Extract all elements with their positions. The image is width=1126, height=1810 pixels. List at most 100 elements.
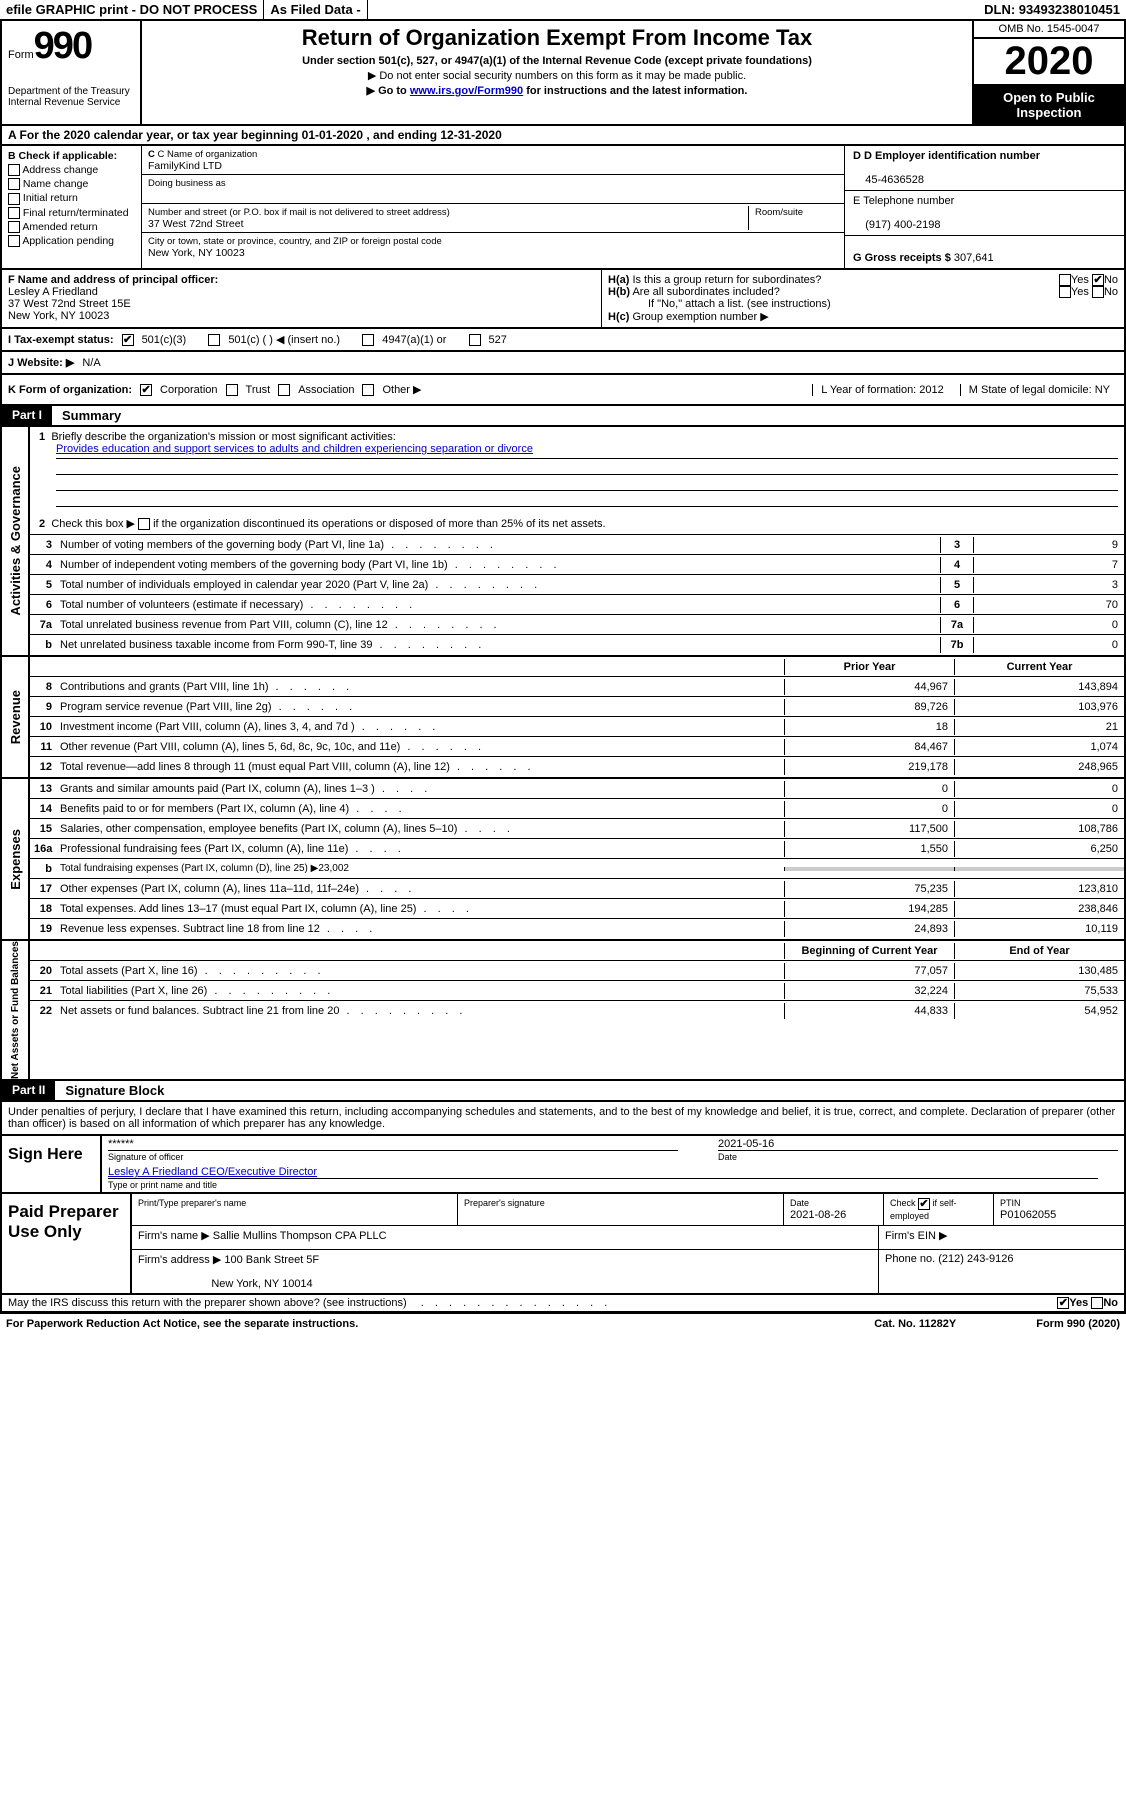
city: New York, NY 10023: [148, 247, 245, 259]
chk-self-emp[interactable]: ✔: [918, 1198, 930, 1210]
part1-header: Part I Summary: [0, 406, 1126, 427]
b-item-0: Address change: [22, 164, 98, 176]
room-label: Room/suite: [755, 207, 803, 218]
top-header: efile GRAPHIC print - DO NOT PROCESS As …: [0, 0, 1126, 21]
city-label: City or town, state or province, country…: [148, 236, 442, 247]
chk-pending[interactable]: [8, 235, 20, 247]
chk-hb-no[interactable]: [1092, 286, 1104, 298]
chk-corp[interactable]: ✔: [140, 384, 152, 396]
chk-discuss-yes[interactable]: ✔: [1057, 1297, 1069, 1309]
k-l: L Year of formation: 2012: [812, 384, 952, 396]
chk-501c3[interactable]: ✔: [122, 334, 134, 346]
side-revenue: Revenue: [2, 657, 30, 777]
sig-stars: ******: [108, 1138, 698, 1150]
hb-no: No: [1104, 286, 1118, 298]
form-id-block: Form990 Department of the Treasury Inter…: [2, 21, 142, 124]
chk-4947[interactable]: [362, 334, 374, 346]
i-opt1: 501(c)(3): [142, 334, 187, 346]
org-name: FamilyKind LTD: [148, 160, 222, 172]
addr: 37 West 72nd Street: [148, 218, 244, 230]
chk-ha-yes[interactable]: [1059, 274, 1071, 286]
part2-header: Part II Signature Block: [0, 1081, 1126, 1102]
note2-pre: ▶ Go to: [367, 85, 410, 97]
side-activities: Activities & Governance: [2, 427, 30, 655]
sign-date: 2021-05-16: [718, 1138, 1118, 1150]
b-title: B Check if applicable:: [8, 150, 117, 162]
ptin-lbl: PTIN: [1000, 1198, 1021, 1208]
prep-date-lbl: Date: [790, 1198, 809, 1208]
efile-notice: efile GRAPHIC print - DO NOT PROCESS: [0, 0, 264, 19]
chk-discuss-no[interactable]: [1091, 1297, 1103, 1309]
col-c: C C Name of organization FamilyKind LTD …: [142, 146, 844, 268]
c-label: C Name of organization: [158, 149, 258, 160]
chk-name[interactable]: [8, 178, 20, 190]
ein: 45-4636528: [865, 174, 924, 186]
prep-phone: (212) 243-9126: [938, 1253, 1013, 1265]
org-name-cell: C C Name of organization FamilyKind LTD: [142, 146, 844, 175]
sign-here-label: Sign Here: [2, 1136, 102, 1192]
chk-trust[interactable]: [226, 384, 238, 396]
net-header: Beginning of Current Year End of Year: [30, 941, 1124, 961]
k-m: M State of legal domicile: NY: [960, 384, 1118, 396]
mission-label: Briefly describe the organization's miss…: [51, 431, 395, 443]
chk-assoc[interactable]: [278, 384, 290, 396]
exp-line: 13Grants and similar amounts paid (Part …: [30, 779, 1124, 799]
chk-address[interactable]: [8, 164, 20, 176]
irs-link[interactable]: www.irs.gov/Form990: [410, 85, 523, 97]
mission-text[interactable]: Provides education and support services …: [56, 443, 533, 455]
dept-text: Department of the Treasury Internal Reve…: [8, 86, 134, 108]
gov-line: 6Total number of volunteers (estimate if…: [30, 595, 1124, 615]
col-d: D D Employer identification number 45-46…: [844, 146, 1124, 268]
addr-label: Number and street (or P.O. box if mail i…: [148, 207, 450, 218]
chk-amended[interactable]: [8, 221, 20, 233]
form-title: Return of Organization Exempt From Incom…: [150, 25, 964, 51]
form-note1: ▶ Do not enter social security numbers o…: [150, 69, 964, 82]
chk-other[interactable]: [362, 384, 374, 396]
sig-officer-label: Signature of officer: [108, 1150, 678, 1162]
chk-ha-no[interactable]: ✔: [1092, 274, 1104, 286]
declaration: Under penalties of perjury, I declare th…: [2, 1102, 1124, 1134]
k-opt1: Trust: [246, 384, 271, 396]
j-label: J Website: ▶: [8, 356, 74, 369]
gross-cell: G Gross receipts $ 307,641: [845, 236, 1124, 268]
b-item-3: Final return/terminated: [23, 207, 129, 219]
preparer-block: Paid Preparer Use Only Print/Type prepar…: [0, 1194, 1126, 1295]
rev-header: Prior Year Current Year: [30, 657, 1124, 677]
prep-phone-lbl: Phone no.: [885, 1253, 935, 1265]
chk-527[interactable]: [469, 334, 481, 346]
chk-hb-yes[interactable]: [1059, 286, 1071, 298]
col-f: F Name and address of principal officer:…: [2, 270, 602, 327]
mission-row: 1 Briefly describe the organization's mi…: [30, 427, 1124, 535]
form-number: 990: [34, 25, 91, 67]
tax-year: 2020: [974, 39, 1124, 86]
check-lbl: Check: [890, 1198, 916, 1208]
exp-line: 17Other expenses (Part IX, column (A), l…: [30, 879, 1124, 899]
firm-city: New York, NY 10014: [211, 1278, 312, 1290]
chk-final[interactable]: [8, 207, 20, 219]
rev-line: 10Investment income (Part VIII, column (…: [30, 717, 1124, 737]
b-item-4: Amended return: [22, 221, 97, 233]
chk-discontinued[interactable]: [138, 518, 150, 530]
addr-cell: Number and street (or P.O. box if mail i…: [142, 204, 844, 233]
b-item-5: Application pending: [22, 235, 114, 247]
hb-note: If "No," attach a list. (see instruction…: [608, 298, 1118, 310]
prep-sig-lbl: Preparer's signature: [464, 1198, 545, 1208]
rev-line: 9Program service revenue (Part VIII, lin…: [30, 697, 1124, 717]
side-expenses: Expenses: [2, 779, 30, 939]
discuss-text: May the IRS discuss this return with the…: [8, 1297, 407, 1309]
firm-addr-lbl: Firm's address ▶: [138, 1254, 221, 1266]
cat-no: Cat. No. 11282Y: [874, 1318, 956, 1330]
gov-line: 7aTotal unrelated business revenue from …: [30, 615, 1124, 635]
ptin: P01062055: [1000, 1209, 1056, 1221]
form-note2: ▶ Go to www.irs.gov/Form990 for instruct…: [150, 84, 964, 97]
ein-cell: D D Employer identification number 45-46…: [845, 146, 1124, 191]
form-right-block: OMB No. 1545-0047 2020 Open to Public In…: [974, 21, 1124, 124]
chk-501c[interactable]: [208, 334, 220, 346]
ha-yes: Yes: [1071, 274, 1089, 286]
officer-addr2: New York, NY 10023: [8, 310, 109, 322]
chk-initial[interactable]: [8, 193, 20, 205]
k-label: K Form of organization:: [8, 384, 132, 396]
firm-name: Sallie Mullins Thompson CPA PLLC: [213, 1230, 387, 1242]
officer-name: Lesley A Friedland: [8, 286, 98, 298]
officer-print-name[interactable]: Lesley A Friedland CEO/Executive Directo…: [108, 1166, 317, 1178]
